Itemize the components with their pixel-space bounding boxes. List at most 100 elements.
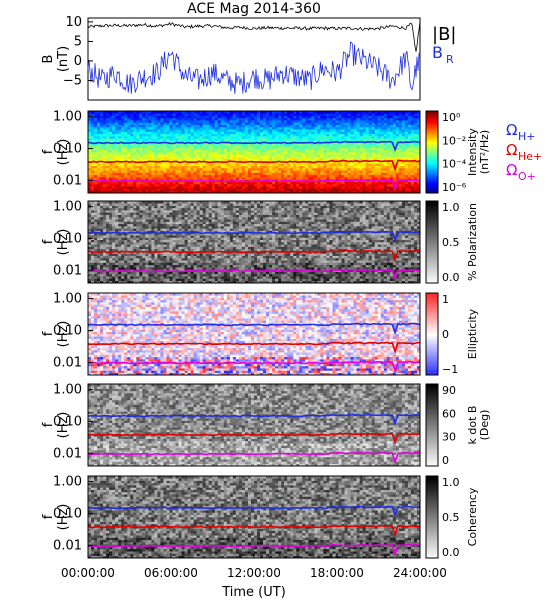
spectrogram-cell <box>278 174 282 178</box>
spectrogram-cell <box>124 163 128 166</box>
spectrogram-cell <box>326 158 330 162</box>
spectrogram-cell <box>404 177 409 180</box>
spectrogram-cell <box>139 232 143 236</box>
spectrogram-cell <box>314 149 318 153</box>
spectrogram-cell <box>121 280 125 284</box>
spectrogram-cell <box>124 210 128 213</box>
spectrogram-cell <box>163 177 167 180</box>
spectrogram-cell <box>296 120 300 123</box>
spectrogram-cell <box>106 131 110 135</box>
spectrogram-cell <box>281 181 285 185</box>
spectrogram-cell <box>410 154 415 157</box>
spectrogram-cell <box>130 138 134 141</box>
spectrogram-cell <box>395 152 400 155</box>
spectrogram-cell <box>97 124 101 128</box>
spectrogram-cell <box>302 165 306 169</box>
spectrogram-cell <box>106 126 110 130</box>
spectrogram-cell <box>154 172 158 176</box>
spectrogram-cell <box>199 181 203 185</box>
spectrogram-cell <box>133 152 137 155</box>
spectrogram-cell <box>311 186 315 189</box>
spectrogram-cell <box>124 214 128 218</box>
spectrogram-cell <box>416 170 421 173</box>
spectrogram-cell <box>205 133 210 137</box>
spectrogram-cell <box>229 122 234 125</box>
spectrogram-cell <box>133 156 137 160</box>
spectrogram-cell <box>416 120 421 123</box>
spectrogram-cell <box>136 183 140 187</box>
spectrogram-cell <box>172 172 176 176</box>
spectrogram-cell <box>205 115 210 119</box>
spectrogram-cell <box>154 188 158 192</box>
spectrogram-cell <box>347 183 351 187</box>
spectrogram-cell <box>220 183 225 187</box>
spectrogram-cell <box>260 172 264 176</box>
spectrogram-cell <box>148 226 152 229</box>
spectrogram-cell <box>220 131 225 135</box>
spectrogram-cell <box>365 115 369 119</box>
spectrogram-cell <box>386 183 391 187</box>
y-tick-label: 0.01 <box>53 173 82 188</box>
spectrogram-cell <box>145 264 149 268</box>
spectrogram-cell <box>383 113 388 116</box>
spectrogram-cell <box>392 156 397 160</box>
spectrogram-cell <box>160 161 164 164</box>
spectrogram-cell <box>118 239 122 243</box>
spectrogram-cell <box>190 131 194 135</box>
spectrogram-cell <box>398 149 403 153</box>
spectrogram-cell <box>175 129 179 132</box>
spectrogram-cell <box>257 145 261 148</box>
spectrogram-cell <box>395 177 400 180</box>
spectrogram-cell <box>112 115 116 119</box>
spectrogram-cell <box>163 242 167 245</box>
spectrogram-cell <box>109 172 113 176</box>
spectrogram-cell <box>223 165 228 169</box>
spectrogram-cell <box>157 221 161 225</box>
spectrogram-cell <box>145 170 149 173</box>
spectrogram-cell <box>103 172 107 176</box>
spectrogram-cell <box>103 158 107 162</box>
spectrogram-cell <box>166 140 170 144</box>
spectrogram-cell <box>172 131 176 135</box>
spectrogram-cell <box>293 111 297 114</box>
spectrogram-cell <box>130 156 134 160</box>
spectrogram-cell <box>254 158 258 162</box>
spectrogram-cell <box>347 186 351 189</box>
spectrogram-cell <box>88 257 92 261</box>
spectrogram-cell <box>145 203 149 206</box>
spectrogram-cell <box>157 262 161 266</box>
spectrogram-cell <box>281 111 285 114</box>
spectrogram-cell <box>115 244 119 247</box>
spectrogram-cell <box>97 271 101 275</box>
spectrogram-cell <box>244 126 249 130</box>
spectrogram-cell <box>269 122 273 125</box>
spectrogram-cell <box>269 188 273 192</box>
spectrogram-cell <box>247 172 252 176</box>
spectrogram-cell <box>401 131 406 135</box>
spectrogram-cell <box>311 131 315 135</box>
spectrogram-cell <box>296 124 300 128</box>
spectrogram-cell <box>281 122 285 125</box>
spectrogram-cell <box>193 170 197 173</box>
spectrogram-cell <box>157 210 161 213</box>
spectrogram-cell <box>199 138 203 141</box>
spectrogram-cell <box>106 156 110 160</box>
spectrogram-cell <box>341 131 345 135</box>
spectrogram-cell <box>205 181 210 185</box>
spectrogram-cell <box>169 145 173 148</box>
spectrogram-cell <box>103 156 107 160</box>
spectrogram-cell <box>263 122 267 125</box>
spectrogram-cell <box>163 190 167 194</box>
spectrogram-cell <box>302 156 306 160</box>
colorbar-cell <box>426 139 438 143</box>
spectrogram-cell <box>305 142 309 146</box>
spectrogram-cell <box>302 133 306 137</box>
spectrogram-cell <box>187 170 191 173</box>
spectrogram-cell <box>151 212 155 215</box>
spectrogram-cell <box>386 122 391 125</box>
spectrogram-cell <box>145 278 149 282</box>
spectrogram-cell <box>380 124 385 128</box>
spectrogram-cell <box>377 129 382 132</box>
spectrogram-cell <box>184 156 188 160</box>
colorbar-tick-label: 10⁻⁶ <box>442 181 467 194</box>
